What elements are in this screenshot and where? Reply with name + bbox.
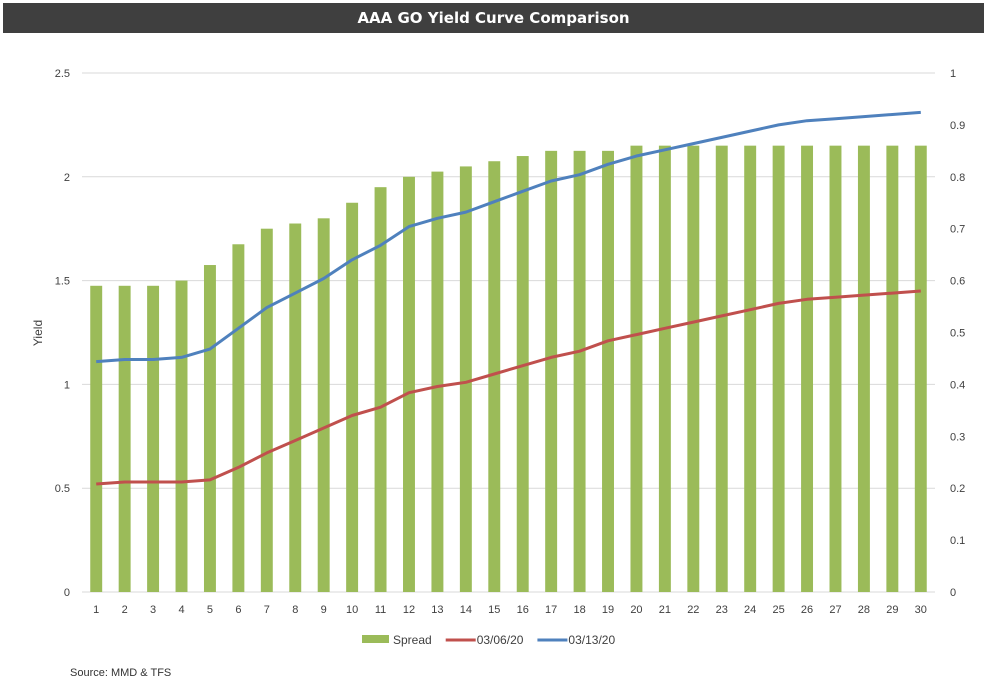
- x-tick-label: 20: [630, 604, 642, 616]
- legend-label: 03/13/20: [568, 633, 615, 647]
- x-axis-ticks: 1 2 3 4 5 6 7 8 9 10 11 12 13 14 15 16 17 18 19 20 21 22 23 24 2…: [93, 604, 927, 616]
- x-tick-label: 6: [235, 604, 241, 616]
- spread-bar: [829, 145, 842, 592]
- spread-bar: [90, 285, 103, 592]
- x-tick-label: 11: [375, 604, 386, 616]
- x-tick-label: 10: [346, 604, 358, 616]
- right-axis-ticks: 0 0.1 0.2 0.3 0.4 0.5 0.6 0.7 0.8 0.9 1: [950, 68, 965, 599]
- right-tick-label: 0.5: [950, 328, 965, 340]
- x-tick-label: 22: [687, 604, 699, 616]
- spread-bar: [232, 244, 245, 592]
- spread-bar: [545, 150, 558, 592]
- x-tick-label: 25: [772, 604, 784, 616]
- spread-bar: [459, 166, 472, 593]
- spread-bar: [175, 280, 188, 592]
- chart-title: AAA GO Yield Curve Comparison: [3, 3, 984, 33]
- left-tick-label: 2.5: [55, 68, 70, 80]
- x-tick-label: 1: [93, 604, 99, 616]
- right-tick-label: 0.4: [950, 379, 965, 391]
- spread-bar: [772, 145, 785, 592]
- x-tick-label: 29: [886, 604, 898, 616]
- left-tick-label: 1: [64, 379, 70, 391]
- legend: Spread 03/06/20 03/13/20: [362, 633, 615, 647]
- y-axis-label: Yield: [31, 320, 45, 346]
- spread-bar: [346, 202, 359, 592]
- spread-bar: [602, 150, 614, 592]
- left-tick-label: 2: [64, 172, 70, 184]
- spread-bar: [630, 145, 643, 592]
- left-tick-label: 1.5: [55, 276, 70, 288]
- series-lines: [96, 110, 921, 486]
- x-tick-label: 13: [431, 604, 443, 616]
- right-tick-label: 0.2: [950, 483, 965, 495]
- x-tick-label: 9: [321, 604, 327, 616]
- legend-swatch: [362, 635, 389, 643]
- spread-bar: [687, 145, 700, 592]
- spread-bar: [744, 145, 757, 592]
- x-tick-label: 21: [659, 604, 671, 616]
- x-tick-label: 2: [122, 604, 128, 616]
- left-axis-ticks: 0 0.5 1 1.5 2 2.5: [55, 68, 70, 599]
- spread-bar: [289, 223, 302, 592]
- x-tick-label: 17: [545, 604, 557, 616]
- x-tick-label: 12: [403, 604, 415, 616]
- series-line-03-06-20: [96, 289, 921, 486]
- x-tick-label: 24: [744, 604, 756, 616]
- right-tick-label: 0.1: [950, 535, 965, 547]
- left-tick-label: 0: [64, 587, 70, 599]
- spread-bar: [488, 161, 501, 593]
- series-line-03-13-20: [96, 110, 921, 364]
- spread-bar: [715, 145, 728, 592]
- spread-bar: [147, 285, 160, 592]
- spread-bar: [317, 218, 330, 592]
- right-tick-label: 1: [950, 68, 956, 80]
- grid-lines: [82, 72, 935, 593]
- spread-bar: [886, 145, 899, 592]
- right-tick-label: 0.8: [950, 172, 965, 184]
- x-tick-label: 28: [858, 604, 870, 616]
- x-tick-label: 3: [150, 604, 156, 616]
- spread-bar: [516, 156, 529, 593]
- x-tick-label: 14: [460, 604, 472, 616]
- x-tick-label: 4: [178, 604, 184, 616]
- right-tick-label: 0: [950, 587, 956, 599]
- spread-bar: [431, 171, 444, 593]
- spread-bar: [260, 228, 273, 592]
- right-tick-label: 0.6: [950, 276, 965, 288]
- source-note: Source: MMD & TFS: [70, 667, 172, 679]
- spread-bar: [658, 145, 671, 592]
- spread-bar: [573, 150, 586, 592]
- spread-bar: [857, 145, 870, 592]
- spread-bar: [801, 145, 814, 592]
- x-tick-label: 27: [829, 604, 841, 616]
- spread-bar: [118, 285, 131, 592]
- right-tick-label: 0.7: [950, 224, 965, 236]
- spread-bar: [374, 187, 387, 592]
- x-tick-label: 23: [716, 604, 728, 616]
- spread-bars: [90, 145, 927, 593]
- x-tick-label: 8: [292, 604, 298, 616]
- x-tick-label: 15: [488, 604, 500, 616]
- x-tick-label: 7: [264, 604, 270, 616]
- x-tick-label: 18: [573, 604, 585, 616]
- legend-label: 03/06/20: [477, 633, 524, 647]
- x-tick-label: 16: [517, 604, 529, 616]
- spread-bar: [403, 176, 415, 593]
- right-tick-label: 0.3: [950, 431, 965, 443]
- legend-label: Spread: [393, 633, 432, 647]
- spread-bar: [203, 265, 216, 592]
- right-tick-label: 0.9: [950, 120, 965, 132]
- x-tick-label: 19: [602, 604, 614, 616]
- x-tick-label: 5: [207, 604, 213, 616]
- left-tick-label: 0.5: [55, 483, 70, 495]
- x-tick-label: 30: [915, 604, 927, 616]
- spread-bar: [914, 145, 927, 592]
- x-tick-label: 26: [801, 604, 813, 616]
